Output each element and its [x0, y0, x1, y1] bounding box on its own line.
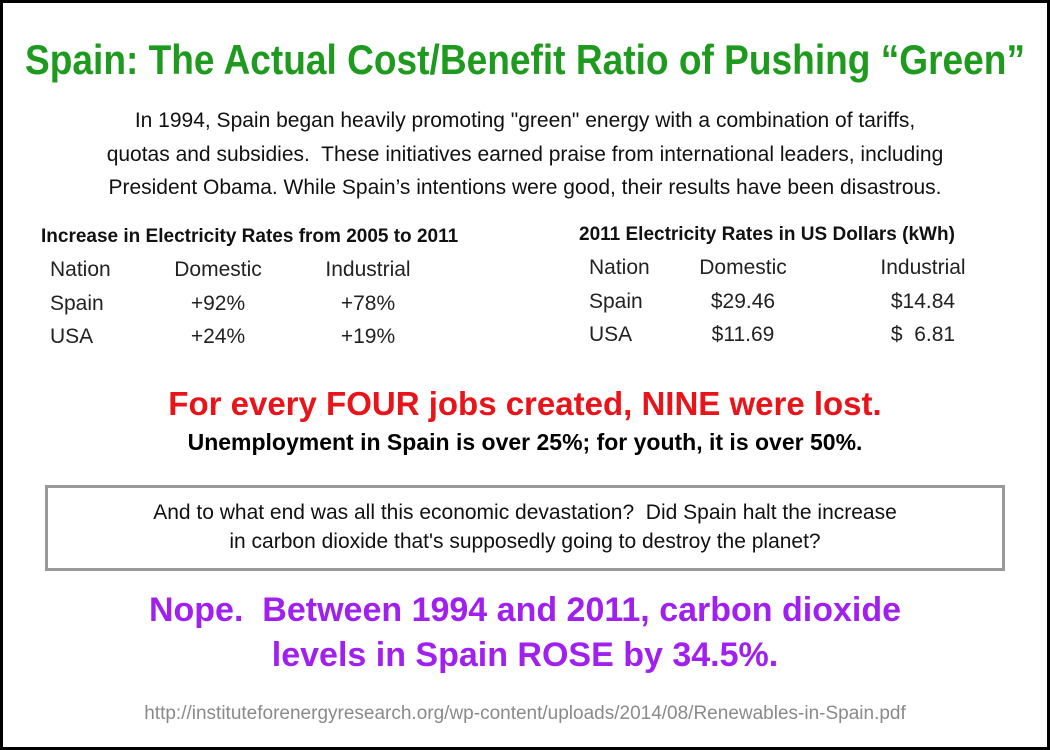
table-cell: Spain: [589, 290, 643, 313]
intro-line: quotas and subsidies. These initiatives …: [106, 143, 944, 166]
column-header: Nation: [589, 256, 650, 279]
question-line: And to what end was all this economic de…: [153, 501, 897, 524]
title: Spain: The Actual Cost/Benefit Ratio of …: [25, 36, 1025, 83]
title-area: Spain: The Actual Cost/Benefit Ratio of …: [25, 36, 1025, 83]
column-header: Nation: [50, 258, 111, 281]
table-cell: $ 6.81: [890, 323, 956, 346]
table-cell: $11.69: [711, 323, 775, 346]
question-line: in carbon dioxide that's supposedly goin…: [229, 530, 821, 553]
table-cell: USA: [589, 323, 633, 346]
question-box: [45, 485, 1005, 571]
answer-line: Nope. Between 1994 and 2011, carbon diox…: [148, 591, 902, 629]
subheadline: Unemployment in Spain is over 25%; for y…: [187, 429, 863, 455]
table-cell: USA: [50, 325, 94, 348]
table-title: Increase in Electricity Rates from 2005 …: [41, 226, 459, 247]
table-cell: +92%: [190, 292, 246, 315]
column-header: Domestic: [174, 258, 262, 281]
table-cell: Spain: [50, 292, 104, 315]
answer-line: levels in Spain ROSE by 34.5%.: [271, 636, 779, 674]
column-header: Domestic: [699, 256, 787, 279]
source: http://instituteforenergyresearch.org/wp…: [144, 703, 906, 724]
table-cell: +78%: [340, 292, 396, 315]
table-cell: +19%: [340, 325, 396, 348]
column-header: Industrial: [325, 258, 411, 281]
intro-line: In 1994, Spain began heavily promoting "…: [134, 109, 916, 132]
table-cell: +24%: [190, 325, 246, 348]
table-cell: $14.84: [890, 290, 956, 313]
table-title: 2011 Electricity Rates in US Dollars (kW…: [579, 224, 955, 245]
headline: For every FOUR jobs created, NINE were l…: [168, 385, 882, 422]
column-header: Industrial: [880, 256, 966, 279]
intro-line: President Obama. While Spain’s intention…: [108, 176, 942, 199]
table-cell: $29.46: [710, 290, 776, 313]
